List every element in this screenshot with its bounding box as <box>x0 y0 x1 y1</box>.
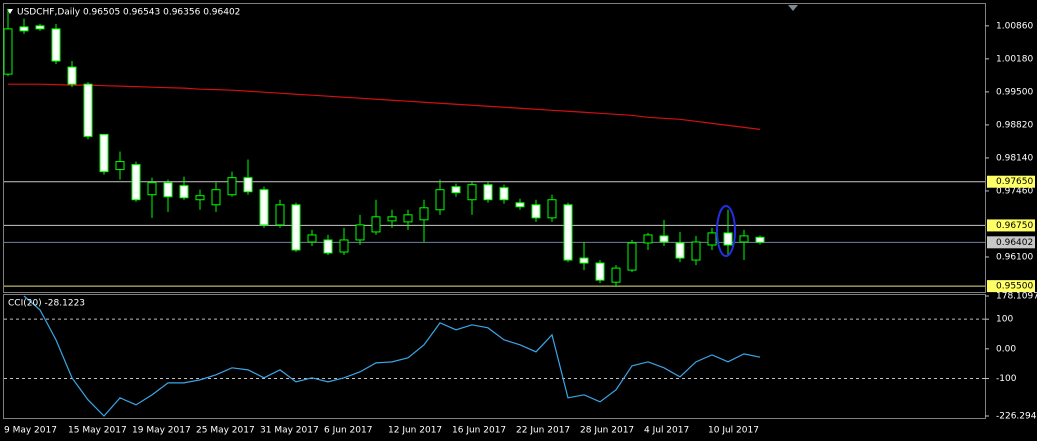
main-frame <box>3 3 986 293</box>
y-tick-label: -100 <box>996 374 1017 384</box>
x-tick-label: 16 Jun 2017 <box>452 426 506 436</box>
candle-body <box>355 224 365 241</box>
candle-body <box>83 83 93 137</box>
y-tick-label: -226.2949 <box>996 412 1037 422</box>
candle-body <box>163 182 173 198</box>
candle-body <box>483 184 493 201</box>
axis-labels: 1.00860 1.00180 0.99500 0.98820 0.98140 0.974… <box>4 21 1037 435</box>
candle-body <box>195 195 205 201</box>
candle-body <box>211 189 221 206</box>
x-tick-label: 22 Jun 2017 <box>516 426 570 436</box>
y-tick-label: 0.96100 <box>996 252 1033 262</box>
y-tick-label: 1.00860 <box>996 21 1033 31</box>
cci-title: CCI(20) -28.1223 <box>8 299 85 309</box>
candle-body <box>291 204 301 251</box>
x-tick-label: 19 May 2017 <box>132 426 191 436</box>
y-tick-label: 100 <box>996 315 1013 325</box>
cci-panel <box>4 295 985 417</box>
candle-body <box>99 133 109 173</box>
candle-body <box>115 161 125 171</box>
candle-body <box>611 267 621 283</box>
candle-body <box>339 239 349 253</box>
level-label-bg <box>987 280 1035 293</box>
x-tick-label: 25 May 2017 <box>196 426 255 436</box>
candle-body <box>19 26 29 32</box>
candle-body <box>131 164 141 201</box>
candle-body <box>467 184 477 201</box>
candle-body <box>579 257 589 264</box>
candle-body <box>179 185 189 199</box>
level-label: 0.96402 <box>996 238 1033 248</box>
chart-title: USDCHF,Daily 0.96505 0.96543 0.96356 0.9… <box>17 8 240 18</box>
y-tick-label: 178.1097 <box>996 292 1037 302</box>
candle-body <box>35 25 45 30</box>
main-panel <box>3 8 985 288</box>
level-label-bg <box>987 175 1035 188</box>
level-label: 0.95500 <box>996 282 1033 292</box>
y-tick-label: 0.97460 <box>996 186 1033 196</box>
level-label-bg <box>987 236 1035 249</box>
candle-body <box>227 177 237 196</box>
candle-body <box>3 28 13 75</box>
candle-body <box>499 187 509 201</box>
candle-body <box>243 177 253 193</box>
y-tick-label: 0.99500 <box>996 87 1033 97</box>
x-tick-label: 31 May 2017 <box>260 426 319 436</box>
candle-body <box>675 242 685 259</box>
level-label-bg <box>987 219 1035 232</box>
candle-body <box>51 28 61 62</box>
level-label: 0.97650 <box>996 177 1033 187</box>
x-tick-label: 9 May 2017 <box>4 426 57 436</box>
candle-body <box>595 262 605 281</box>
candle-body <box>307 234 317 243</box>
y-tick-label: 0.00 <box>996 344 1016 354</box>
moving-average <box>8 83 761 130</box>
candle-body <box>67 66 77 85</box>
candle-body <box>739 235 749 243</box>
candle-body <box>371 216 381 233</box>
highlight-ellipse <box>716 205 736 257</box>
candle-body <box>707 232 717 246</box>
candle-body <box>515 202 525 208</box>
y-tick-label: 0.98820 <box>996 120 1033 130</box>
y-tick-label: 0.98140 <box>996 153 1033 163</box>
candle-body <box>387 216 397 222</box>
candle-body <box>691 241 701 261</box>
candle-body <box>723 232 733 246</box>
candle-body <box>323 239 333 254</box>
candle-body <box>755 236 765 243</box>
x-tick-label: 15 May 2017 <box>68 426 127 436</box>
candle-body <box>451 186 461 194</box>
x-tick-label: 4 Jul 2017 <box>644 426 689 436</box>
candle-body <box>259 189 269 226</box>
candle-body <box>563 204 573 261</box>
x-tick-label: 6 Jun 2017 <box>324 426 372 436</box>
candle-body <box>531 204 541 219</box>
candle-body <box>643 234 653 244</box>
cci-frame <box>3 294 986 419</box>
x-tick-label: 12 Jun 2017 <box>388 426 442 436</box>
candle-body <box>659 235 669 243</box>
shift-marker <box>788 5 798 11</box>
candle-body <box>147 182 157 196</box>
candle-body <box>275 204 285 226</box>
candle-body <box>547 199 557 219</box>
candle-body <box>435 189 445 211</box>
candle-body <box>627 242 637 271</box>
y-tick-label: 1.00180 <box>996 54 1033 64</box>
level-label: 0.96750 <box>996 221 1033 231</box>
candle-body <box>419 207 429 221</box>
x-tick-label: 28 Jun 2017 <box>580 426 634 436</box>
x-tick-label: 10 Jul 2017 <box>708 426 759 436</box>
cci-line <box>23 295 761 417</box>
candle-body <box>403 214 413 223</box>
